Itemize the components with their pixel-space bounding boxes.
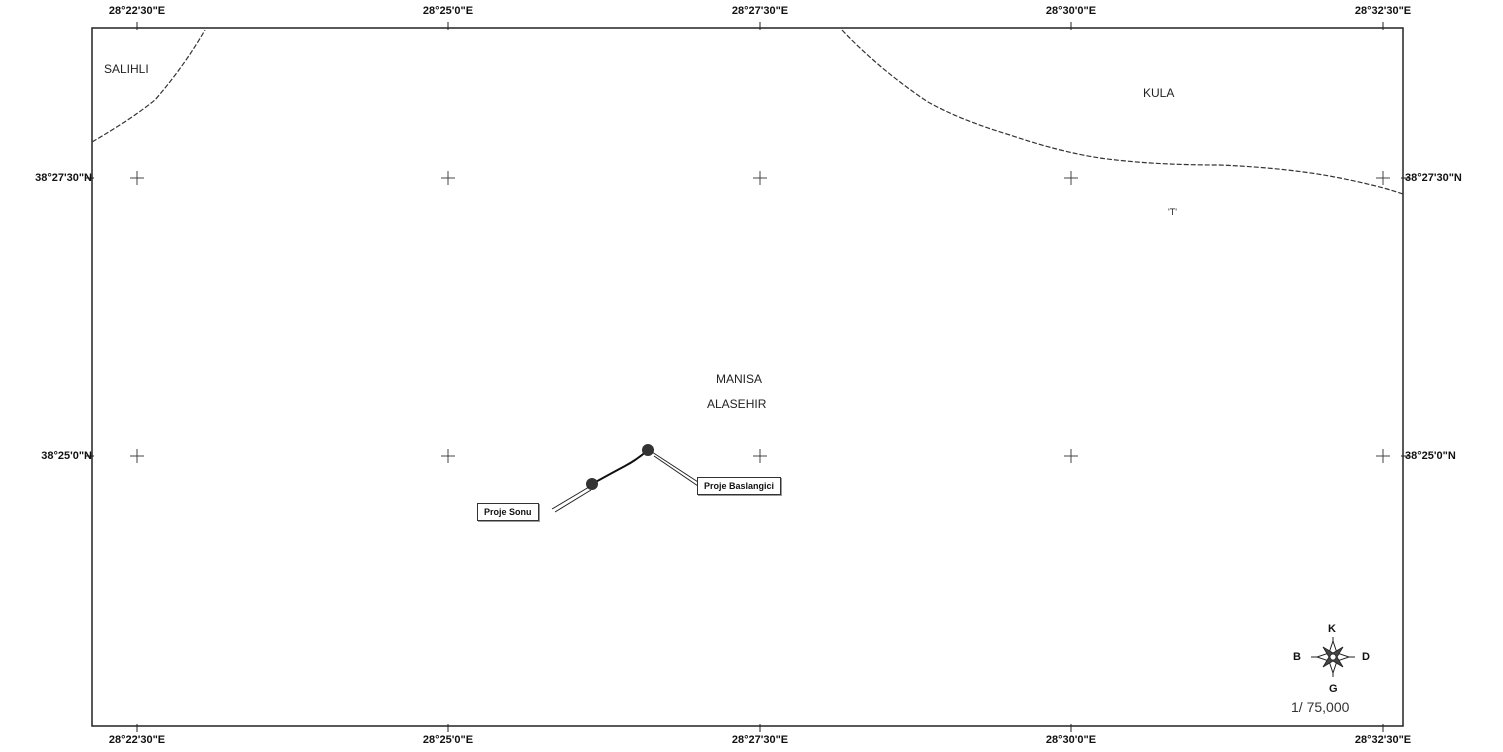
bottom-longitude-label: 28°22'30"E — [108, 734, 166, 746]
bottom-longitude-label: 28°30'0"E — [1045, 734, 1097, 746]
place-label-alasehir: ALASEHIR — [707, 397, 767, 411]
compass-north-label: K — [1328, 623, 1336, 635]
top-ticks — [136, 22, 1384, 30]
map-frame — [91, 27, 1404, 727]
callout-project-start: Proje Baslangici — [697, 477, 782, 495]
top-longitude-label: 28°22'30"E — [108, 5, 166, 17]
bottom-longitude-label: 28°32'30"E — [1354, 734, 1412, 746]
top-longitude-label: 28°30'0"E — [1045, 5, 1097, 17]
place-label-salihli: SALIHLI — [104, 62, 149, 76]
right-latitude-label: 38°25'0"N — [1405, 450, 1456, 462]
top-longitude-label: 28°32'30"E — [1354, 5, 1412, 17]
right-latitude-label: 38°27'30"N — [1405, 172, 1462, 184]
map-scale: 1/ 75,000 — [1291, 699, 1350, 715]
left-latitude-label: 38°25'0"N — [41, 450, 92, 462]
side-ticks — [86, 177, 1409, 457]
callout-project-end: Proje Sonu — [477, 503, 539, 521]
top-longitude-label: 28°27'30"E — [731, 5, 789, 17]
bottom-longitude-label: 28°27'30"E — [731, 734, 789, 746]
project-start-point — [642, 444, 654, 456]
compass-rose — [1311, 637, 1355, 677]
bottom-ticks — [136, 724, 1384, 732]
kula-boundary — [841, 29, 1404, 195]
project-route — [591, 449, 649, 485]
place-label-manisa: MANISA — [716, 372, 763, 386]
salihli-boundary — [91, 29, 206, 143]
callout-leaders — [551, 451, 699, 513]
stray-mark: 'T' — [1168, 207, 1177, 217]
left-latitude-label: 38°27'30"N — [35, 172, 92, 184]
graticule-crosses — [130, 171, 1390, 463]
compass-south-label: G — [1329, 683, 1338, 695]
compass-west-label: B — [1293, 651, 1301, 663]
bottom-longitude-label: 28°25'0"E — [422, 734, 474, 746]
top-longitude-label: 28°25'0"E — [422, 5, 474, 17]
compass-east-label: D — [1362, 651, 1370, 663]
place-label-kula: KULA — [1143, 86, 1175, 100]
